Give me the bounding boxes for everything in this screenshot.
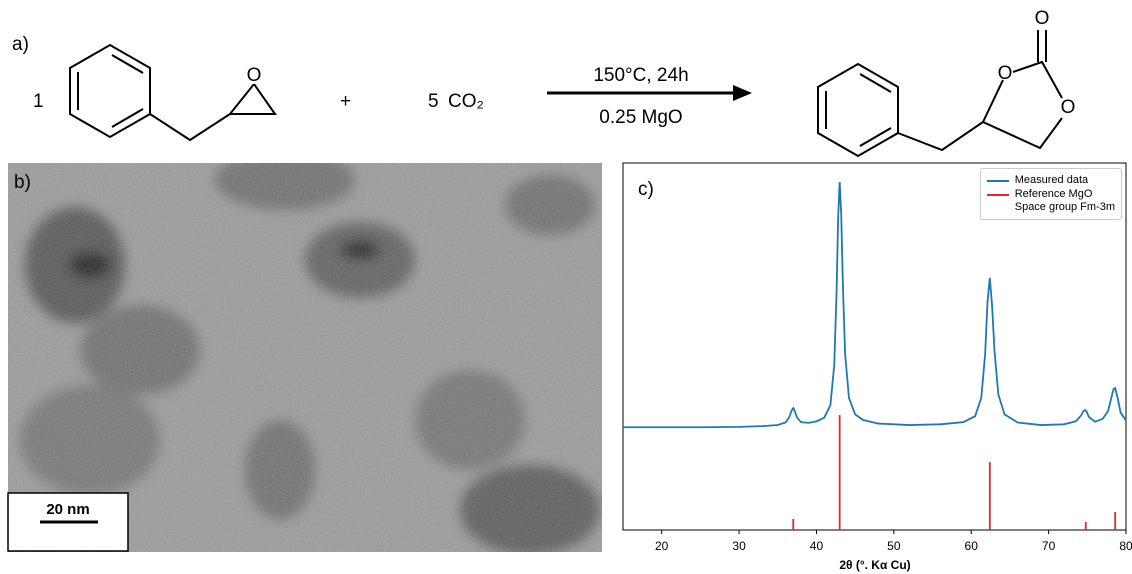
ratio: 1 <box>33 91 44 112</box>
x-tick-label: 50 <box>887 539 901 553</box>
legend-swatch <box>987 194 1009 196</box>
atom-label: O <box>1035 8 1050 29</box>
atom-label: O <box>998 63 1013 84</box>
x-tick-label: 30 <box>732 539 746 553</box>
x-tick-label: 80 <box>1119 539 1132 553</box>
panel-label: b) <box>14 172 31 193</box>
plus: + <box>340 91 351 112</box>
panel-label: a) <box>12 34 29 55</box>
atom-label: O <box>247 65 262 86</box>
legend-entry: Measured data <box>987 174 1115 187</box>
figure-canvas: a) 1 O + 5 CO₂ 150°C, 24h 0.25 MgO O O O <box>0 0 1132 574</box>
conditions: 150°C, 24h <box>593 65 688 86</box>
benzyl-oxirane <box>70 45 275 140</box>
x-tick-label: 70 <box>1042 539 1056 553</box>
x-tick-label: 60 <box>965 539 979 553</box>
legend-entry: Reference MgO Space group Fm-3m <box>987 188 1115 214</box>
legend-label: Reference MgO Space group Fm-3m <box>1015 188 1115 214</box>
reaction-arrow <box>547 85 752 101</box>
legend-label: Measured data <box>1015 174 1088 187</box>
x-axis-title: 2θ (°. Kα Cu) <box>839 558 910 572</box>
legend-swatch <box>987 180 1009 182</box>
figure: a) 1 O + 5 CO₂ 150°C, 24h 0.25 MgO O O O <box>0 0 1132 574</box>
catalyst: 0.25 MgO <box>599 107 682 128</box>
x-tick-label: 20 <box>655 539 669 553</box>
panel-label: c) <box>638 179 654 200</box>
scale-bar-label: 20 nm <box>46 501 89 518</box>
reagent: CO₂ <box>448 91 484 112</box>
cyclic-carbonate <box>818 30 1062 156</box>
x-tick-label: 40 <box>810 539 824 553</box>
atom-label: O <box>1061 97 1076 118</box>
ratio: 5 <box>428 91 439 112</box>
